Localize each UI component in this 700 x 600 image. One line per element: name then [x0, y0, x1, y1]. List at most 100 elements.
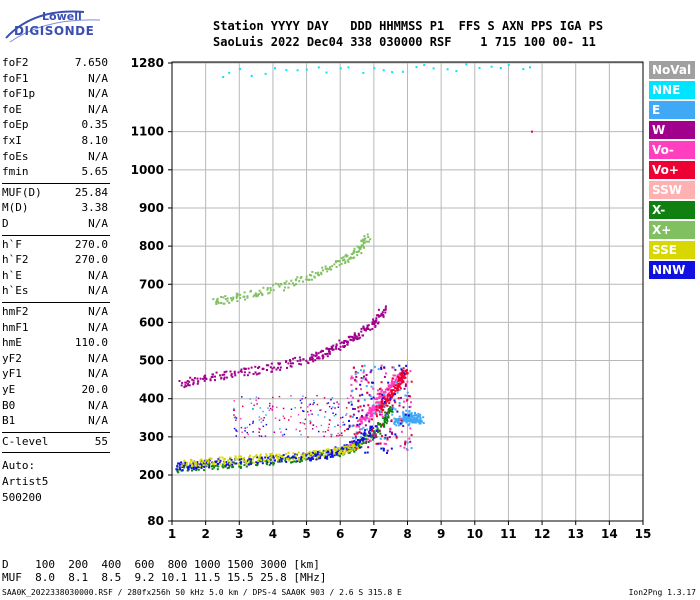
echo-point	[356, 371, 359, 374]
echo-point	[530, 130, 533, 133]
echo-point	[241, 431, 243, 433]
echo-point	[394, 401, 397, 404]
echo-point	[351, 377, 354, 379]
echo-point	[316, 456, 319, 459]
echo-point	[238, 455, 241, 458]
echo-point	[285, 360, 288, 363]
echo-point	[403, 446, 406, 449]
echo-point	[320, 273, 323, 276]
echo-point	[316, 452, 319, 455]
echo-point	[262, 286, 265, 289]
echo-point	[189, 376, 192, 379]
echo-point	[406, 394, 408, 397]
echo-point	[522, 68, 525, 71]
echo-point	[252, 456, 255, 459]
x-tick-label: 1	[168, 527, 176, 541]
echo-point	[396, 388, 399, 391]
echo-point	[252, 407, 254, 410]
echo-point	[352, 337, 355, 340]
echo-point	[395, 436, 398, 439]
echo-point	[391, 389, 394, 392]
echo-point	[267, 364, 270, 367]
echo-point	[331, 450, 334, 453]
echo-point	[252, 461, 255, 464]
y-tick-label: 900	[139, 201, 164, 215]
echo-point	[410, 412, 413, 415]
echo-point	[312, 354, 315, 357]
echo-point	[409, 405, 412, 408]
param-value: N/A	[88, 367, 108, 381]
echo-point	[312, 451, 315, 454]
echo-point	[278, 395, 281, 398]
echo-point	[358, 246, 361, 248]
param-row-fxi: fxI 8.10	[2, 134, 108, 149]
echo-point	[353, 440, 355, 443]
echo-point	[394, 393, 397, 396]
echo-point	[355, 417, 358, 419]
echo-point	[356, 245, 359, 248]
echo-point	[232, 296, 235, 299]
echo-point	[285, 428, 288, 431]
param-value: 25.84	[74, 185, 108, 199]
echo-point	[360, 377, 363, 379]
echo-point	[337, 432, 339, 435]
echo-point	[331, 455, 334, 457]
echo-point	[331, 348, 334, 351]
echo-point	[318, 452, 321, 455]
echo-point	[186, 465, 189, 468]
echo-point	[295, 283, 297, 286]
echo-point	[326, 455, 328, 458]
echo-point	[224, 295, 227, 298]
echo-point	[313, 402, 315, 404]
echo-point	[315, 353, 318, 356]
echo-point	[267, 456, 270, 459]
param-row-b0: B0 N/A	[2, 399, 108, 414]
echo-point	[347, 260, 350, 263]
echo-point	[418, 415, 420, 418]
echo-point	[287, 286, 290, 289]
echo-point	[220, 296, 223, 298]
param-value: N/A	[88, 398, 108, 412]
echo-point	[360, 330, 363, 333]
param-value: 3.38	[81, 201, 109, 215]
echo-point	[221, 373, 224, 376]
echo-point	[344, 450, 347, 453]
echo-point	[221, 456, 224, 459]
echo-point	[402, 371, 404, 374]
echo-point	[278, 453, 281, 456]
echo-point	[249, 458, 252, 461]
echo-point	[309, 422, 312, 425]
echo-point	[364, 377, 367, 380]
echo-point	[254, 371, 257, 374]
echo-point	[240, 370, 243, 373]
echo-point	[374, 325, 377, 328]
echo-point	[372, 404, 375, 407]
echo-point	[367, 441, 370, 443]
echo-point	[325, 448, 328, 451]
echo-point	[271, 370, 273, 373]
echo-point	[314, 455, 317, 457]
echo-point	[328, 348, 330, 350]
echo-point	[300, 406, 302, 409]
echo-point	[286, 366, 288, 369]
echo-point	[298, 280, 301, 283]
echo-point	[268, 291, 271, 294]
echo-point	[362, 240, 365, 243]
echo-point	[386, 418, 388, 421]
echo-point	[356, 338, 359, 341]
echo-point	[402, 370, 405, 373]
echo-point	[318, 357, 321, 360]
x-tick-label: 7	[370, 527, 378, 541]
echo-point	[381, 406, 384, 409]
echo-point	[397, 424, 400, 427]
echo-point	[279, 456, 282, 459]
echo-point	[269, 407, 272, 410]
header-line-1: Station YYYY DAY DDD HHMMSS P1 FFS S AXN…	[213, 19, 604, 33]
echo-point	[384, 398, 387, 400]
echo-point	[328, 449, 331, 451]
echo-point	[279, 362, 281, 365]
echo-point	[390, 389, 393, 392]
echo-point	[359, 405, 362, 408]
echo-point	[269, 462, 272, 465]
echo-point	[295, 460, 298, 463]
